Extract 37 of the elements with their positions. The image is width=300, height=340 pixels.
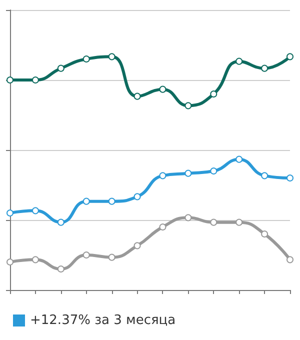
point (210, 90, 218, 98)
point (57, 266, 64, 272)
point (57, 218, 64, 226)
point (236, 156, 243, 163)
point (261, 172, 268, 180)
point (210, 218, 218, 226)
point (108, 254, 116, 261)
point (6, 258, 14, 266)
point (286, 174, 294, 182)
point (261, 230, 268, 238)
point (108, 198, 116, 205)
point (286, 256, 294, 264)
point (236, 58, 243, 65)
point (184, 214, 192, 222)
point (210, 168, 218, 174)
point (159, 86, 166, 93)
point (159, 172, 166, 180)
point (261, 64, 268, 72)
legend-label: +12.37% за 3 месяца (30, 313, 176, 328)
point (134, 92, 141, 100)
point (184, 170, 192, 177)
point (6, 76, 14, 84)
point (159, 224, 166, 230)
point (236, 218, 243, 226)
point (286, 53, 294, 60)
point (82, 56, 90, 62)
point (82, 198, 90, 205)
point (32, 256, 39, 264)
point (32, 76, 39, 84)
point (134, 193, 141, 200)
point (57, 64, 64, 72)
point (134, 242, 141, 250)
point (108, 53, 116, 60)
point (184, 102, 192, 110)
point (32, 207, 39, 214)
point (82, 252, 90, 258)
point (6, 210, 14, 216)
